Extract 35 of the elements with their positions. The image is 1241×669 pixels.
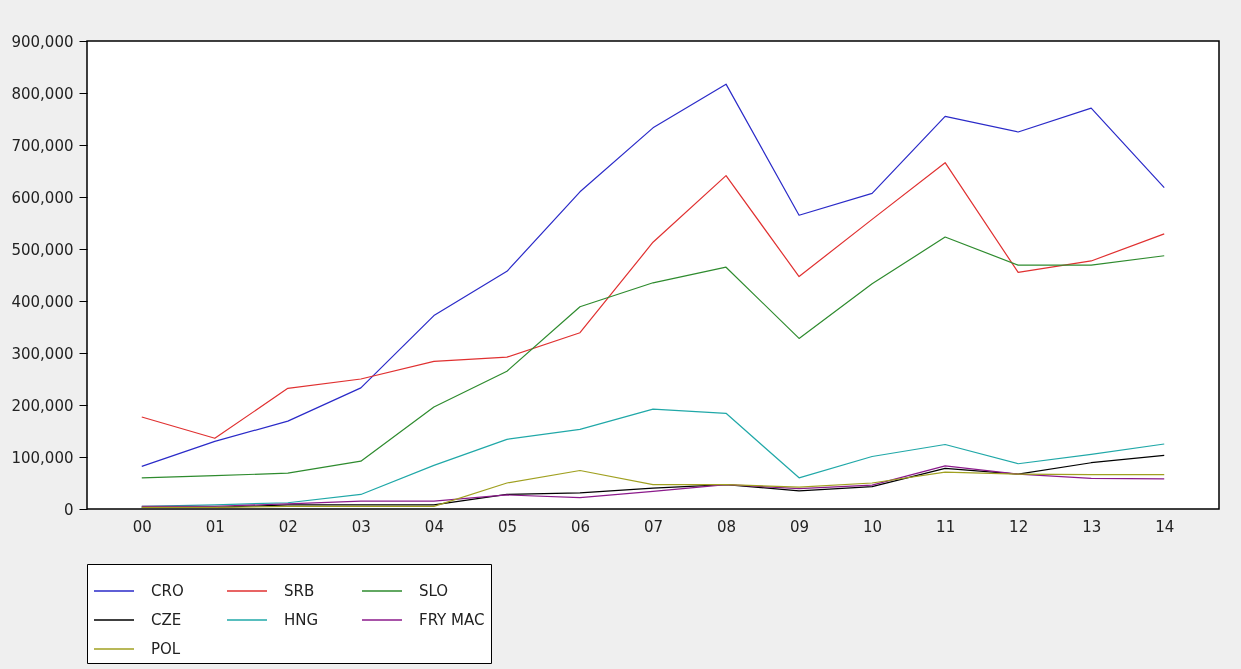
y-tick-label: 200,000 bbox=[11, 396, 74, 415]
legend-label: CRO bbox=[151, 582, 184, 600]
y-tick-label: 400,000 bbox=[11, 292, 74, 311]
x-tick-label: 12 bbox=[1009, 517, 1029, 536]
x-tick-label: 11 bbox=[936, 517, 956, 536]
x-tick-label: 09 bbox=[790, 517, 810, 536]
y-tick-label: 600,000 bbox=[11, 188, 74, 207]
x-tick-label: 02 bbox=[278, 517, 298, 536]
x-tick-label: 06 bbox=[570, 517, 591, 536]
line-series bbox=[141, 162, 1165, 439]
y-tick-label: 100,000 bbox=[11, 448, 74, 467]
x-tick-label: 01 bbox=[205, 517, 225, 536]
y-tick-label: 0 bbox=[63, 500, 74, 519]
line-series bbox=[141, 236, 1165, 479]
x-tick-label: 05 bbox=[497, 517, 517, 536]
legend-label: SRB bbox=[284, 582, 315, 600]
x-tick-label: 10 bbox=[863, 517, 883, 536]
x-tick-label: 14 bbox=[1155, 517, 1175, 536]
x-tick-label: 04 bbox=[424, 517, 444, 536]
x-tick-label: 13 bbox=[1082, 517, 1102, 536]
legend-label: HNG bbox=[284, 611, 319, 629]
y-tick-label: 900,000 bbox=[11, 32, 74, 51]
line-series bbox=[141, 83, 1165, 467]
legend-label: FRY MAC bbox=[419, 611, 485, 629]
x-tick-label: 00 bbox=[132, 517, 152, 536]
x-tick-label: 03 bbox=[351, 517, 371, 536]
x-tick-label: 07 bbox=[643, 517, 664, 536]
y-tick-label: 300,000 bbox=[11, 344, 74, 363]
legend-label: CZE bbox=[151, 611, 182, 629]
x-tick-label: 08 bbox=[716, 517, 737, 536]
y-tick-label: 800,000 bbox=[11, 84, 74, 103]
legend-label: SLO bbox=[419, 582, 449, 600]
y-tick-label: 500,000 bbox=[11, 240, 74, 259]
y-tick-label: 700,000 bbox=[11, 136, 74, 155]
legend-label: POL bbox=[151, 640, 181, 658]
